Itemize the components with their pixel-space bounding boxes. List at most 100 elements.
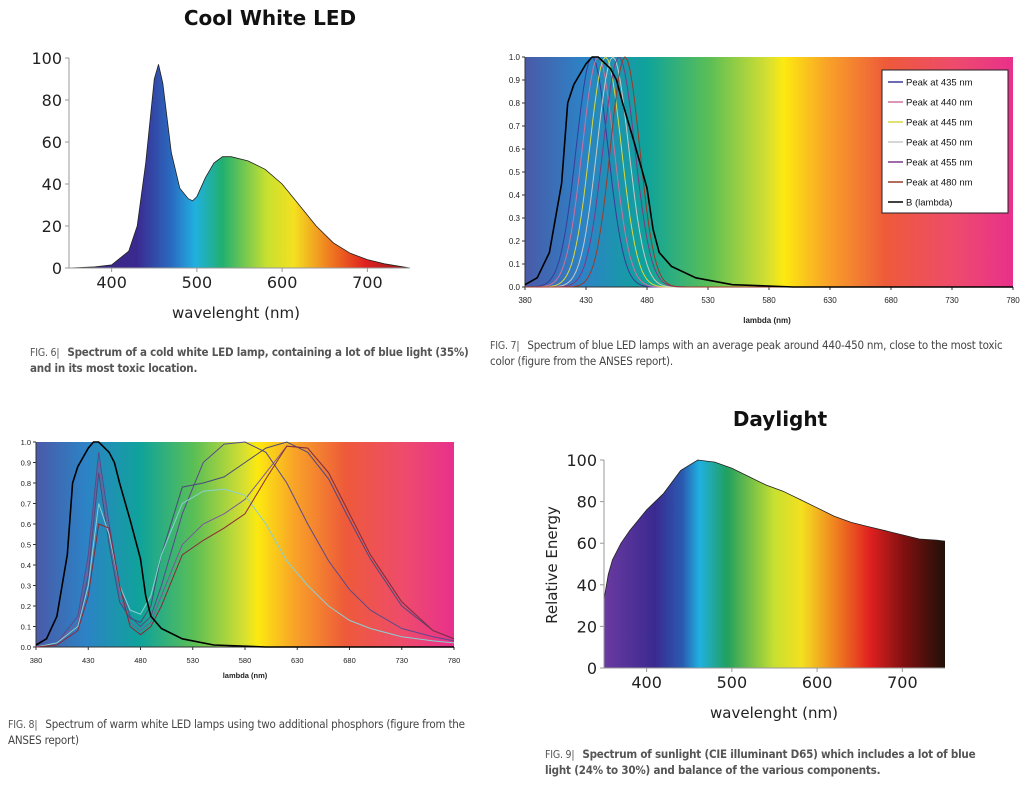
y-tick-label: 20 — [577, 617, 597, 636]
fig9-caption-label: FIG. 9| — [545, 749, 575, 761]
fig7-xlabel: lambda (nm) — [743, 316, 791, 325]
x-tick-label: 780 — [1006, 296, 1020, 305]
y-tick-label: 0.9 — [509, 76, 521, 85]
x-tick-label: 780 — [448, 656, 461, 665]
y-tick-label: 60 — [42, 133, 62, 152]
y-tick-label: 40 — [42, 175, 62, 194]
y-tick-label: 1.0 — [509, 53, 521, 62]
legend-label: Peak at 455 nm — [906, 158, 973, 169]
fig6-caption-text: Spectrum of a cold white LED lamp, conta… — [30, 345, 469, 375]
y-tick-label: 0.3 — [21, 582, 31, 591]
x-tick-label: 380 — [30, 656, 43, 665]
fig8-caption-text: Spectrum of warm white LED lamps using t… — [8, 717, 465, 747]
legend-label: Peak at 480 nm — [906, 178, 973, 189]
y-tick-label: 20 — [42, 217, 62, 236]
y-tick-label: 40 — [577, 576, 597, 595]
y-tick-label: 0.1 — [21, 623, 31, 632]
y-tick-label: 80 — [42, 91, 62, 110]
y-tick-label: 0.8 — [21, 479, 31, 488]
y-tick-label: 0.3 — [509, 214, 521, 223]
series-line — [35, 441, 455, 648]
x-tick-label: 680 — [884, 296, 898, 305]
y-tick-label: 0.8 — [509, 99, 521, 108]
legend-label: Peak at 440 nm — [906, 98, 973, 109]
legend: Peak at 435 nm Peak at 440 nm Peak at 445 … — [881, 69, 1009, 214]
y-tick-label: 100 — [31, 49, 62, 68]
series-line — [35, 445, 455, 648]
y-tick-label: 0.7 — [21, 500, 31, 509]
y-tick-label: 0.5 — [21, 541, 31, 550]
fig9-chart: 0 20 40 60 80 100 400 500 600 700 — [566, 451, 946, 692]
series-line — [524, 56, 1013, 288]
y-tick-label: 0.2 — [509, 237, 521, 246]
spectrum-outline — [68, 64, 411, 269]
x-tick-label: 480 — [640, 296, 654, 305]
x-tick-label: 630 — [291, 656, 304, 665]
fig7-caption-label: FIG. 7| — [490, 340, 520, 352]
fig7-caption: FIG. 7| Spectrum of blue LED lamps with a… — [490, 338, 1015, 369]
x-tick-label: 480 — [134, 656, 147, 665]
fig6-chart: 0 20 40 60 80 100 400 500 600 700 — [31, 49, 411, 292]
x-tick-label: 700 — [352, 273, 383, 292]
x-tick-label: 600 — [267, 273, 298, 292]
y-tick-label: 0.6 — [21, 520, 31, 529]
fig6-xlabel: wavelenght (nm) — [172, 304, 300, 322]
legend-label: Peak at 450 nm — [906, 138, 973, 149]
x-tick-label: 380 — [518, 296, 532, 305]
fig6-caption-label: FIG. 6| — [30, 347, 60, 359]
x-tick-label: 730 — [945, 296, 959, 305]
fig8-caption-label: FIG. 8| — [8, 719, 38, 731]
fig8-xlabel: lambda (nm) — [223, 671, 268, 680]
y-tick-label: 1.0 — [21, 438, 31, 447]
y-tick-label: 0.2 — [21, 602, 31, 611]
y-tick-label: 0.9 — [21, 459, 31, 468]
fig9-xlabel: wavelenght (nm) — [710, 704, 838, 722]
x-tick-label: 530 — [701, 296, 715, 305]
y-tick-label: 0.0 — [21, 643, 31, 652]
fig9-ylabel: Relative Energy — [543, 506, 561, 624]
x-tick-label: 430 — [579, 296, 593, 305]
fig8-chart: 0.0 0.1 0.2 0.3 0.4 0.5 0.6 0.7 0.8 0.9 1.0 380 430 4… — [21, 438, 461, 665]
spectrum-area — [604, 460, 945, 668]
y-tick-label: 60 — [577, 534, 597, 553]
series-line — [35, 488, 455, 648]
x-tick-label: 700 — [887, 673, 918, 692]
x-tick-label: 680 — [343, 656, 356, 665]
y-tick-label: 0.6 — [509, 145, 521, 154]
legend-label: Peak at 445 nm — [906, 118, 973, 129]
legend-label: B (lambda) — [906, 198, 952, 209]
fig8-caption: FIG. 8| Spectrum of warm white LED lamps … — [8, 717, 468, 748]
y-tick-label: 0.0 — [509, 283, 521, 292]
series-line — [35, 441, 454, 648]
x-tick-label: 580 — [239, 656, 252, 665]
x-tick-label: 730 — [395, 656, 408, 665]
fig9-caption: FIG. 9| Spectrum of sunlight (CIE illumin… — [545, 747, 985, 778]
y-tick-label: 0 — [587, 659, 597, 678]
x-tick-label: 400 — [631, 673, 662, 692]
y-tick-label: 0.4 — [509, 191, 521, 200]
spectrum-background — [36, 442, 454, 647]
x-tick-label: 600 — [802, 673, 833, 692]
spectrum-area — [69, 64, 410, 268]
x-tick-label: 530 — [186, 656, 199, 665]
series-line — [35, 441, 455, 648]
fig6-caption: FIG. 6| Spectrum of a cold white LED lamp… — [30, 345, 470, 376]
x-tick-label: 430 — [82, 656, 95, 665]
x-tick-label: 580 — [762, 296, 776, 305]
x-tick-label: 500 — [182, 273, 213, 292]
y-tick-label: 0 — [52, 259, 62, 278]
x-tick-label: 400 — [96, 273, 127, 292]
x-tick-label: 630 — [823, 296, 837, 305]
x-tick-label: 500 — [717, 673, 748, 692]
fig7-caption-text: Spectrum of blue LED lamps with an avera… — [490, 338, 1003, 368]
fig6-title: Cool White LED — [184, 6, 356, 30]
y-tick-label: 0.1 — [509, 260, 521, 269]
y-tick-label: 80 — [577, 493, 597, 512]
y-tick-label: 0.7 — [509, 122, 521, 131]
fig9-title: Daylight — [733, 407, 828, 431]
fig9-caption-text: Spectrum of sunlight (CIE illuminant D65… — [545, 747, 976, 777]
legend-label: Peak at 435 nm — [906, 78, 973, 89]
y-tick-label: 100 — [566, 451, 597, 470]
